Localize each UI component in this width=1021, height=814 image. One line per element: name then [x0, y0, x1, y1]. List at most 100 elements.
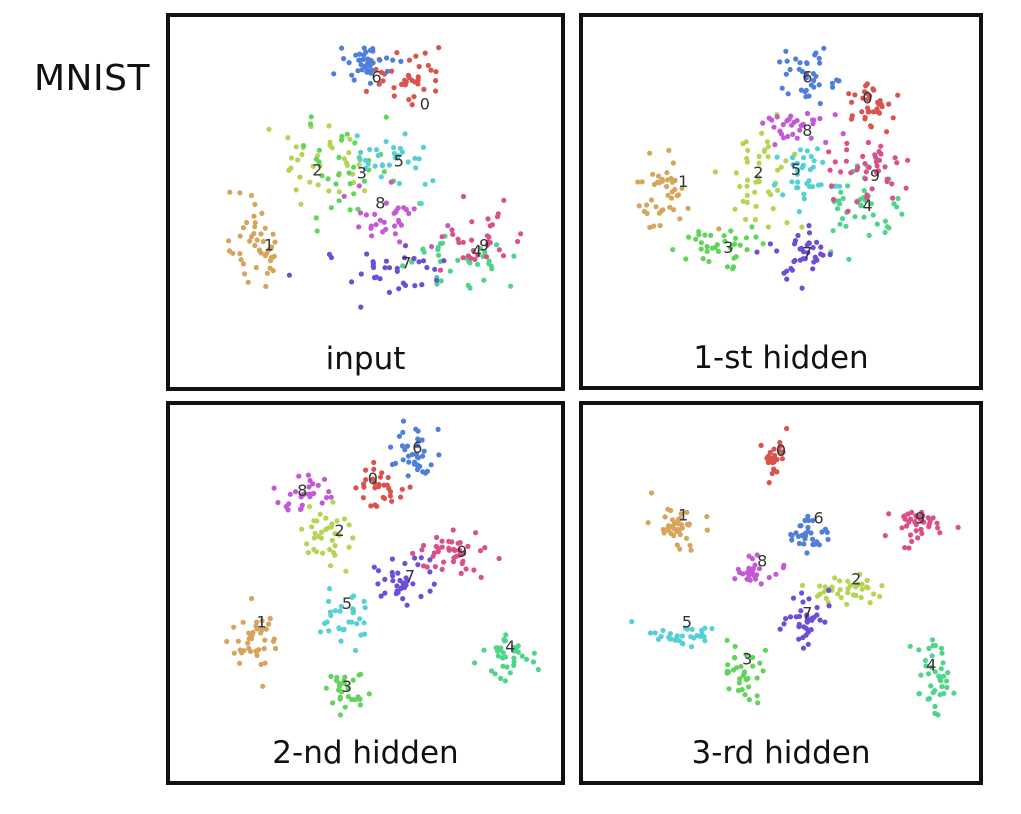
scatter-point-digit-9 [496, 247, 502, 253]
cluster-label-8: 8 [802, 121, 812, 140]
scatter-point-digit-4 [945, 670, 951, 676]
scatter-point-digit-4 [840, 195, 846, 202]
scatter-point-digit-7 [402, 255, 408, 261]
scatter-point-digit-9 [894, 160, 900, 166]
scatter-point-digit-7 [784, 276, 790, 282]
scatter-point-digit-7 [818, 244, 824, 250]
scatter-point-digit-9 [905, 157, 911, 163]
scatter-point-digit-2 [799, 224, 805, 230]
scatter-point-digit-8 [773, 571, 779, 577]
scatter-point-digit-1 [262, 253, 268, 259]
scatter-point-digit-4 [932, 688, 938, 694]
scatter-point-digit-1 [665, 192, 671, 198]
scatter-point-digit-3 [715, 248, 722, 254]
scatter-point-digit-5 [702, 638, 708, 644]
scatter-point-digit-2 [740, 198, 746, 204]
scatter-point-digit-6 [814, 539, 820, 545]
scatter-point-digit-3 [743, 652, 749, 658]
scatter-point-digit-3 [333, 181, 339, 187]
scatter-point-digit-8 [774, 114, 780, 120]
cluster-label-6: 6 [814, 509, 824, 528]
scatter-point-digit-6 [811, 84, 817, 90]
cluster-label-0: 0 [368, 469, 378, 488]
scatter-point-digit-3 [308, 114, 314, 120]
scatter-point-digit-8 [746, 565, 752, 571]
scatter-point-digit-8 [840, 131, 846, 137]
scatter-point-digit-9 [432, 564, 438, 570]
scatter-point-digit-1 [237, 233, 243, 239]
scatter-point-digit-0 [860, 95, 866, 101]
scatter-point-digit-7 [784, 268, 790, 274]
scatter-point-digit-3 [730, 266, 736, 272]
scatter-point-digit-8 [287, 491, 293, 497]
scatter-point-digit-0 [779, 456, 785, 462]
scatter-point-digit-2 [845, 590, 851, 596]
scatter-point-digit-9 [843, 158, 849, 164]
scatter-point-digit-1 [678, 522, 684, 528]
scatter-point-digit-8 [808, 135, 814, 141]
scatter-point-digit-8 [781, 135, 787, 141]
scatter-point-digit-3 [323, 685, 329, 691]
cluster-label-4: 4 [505, 637, 515, 656]
scatter-point-digit-5 [820, 159, 826, 165]
scatter-point-digit-5 [362, 605, 368, 611]
scatter-point-digit-6 [821, 45, 827, 51]
scatter-point-digit-7 [370, 259, 376, 265]
scatter-point-digit-0 [363, 88, 369, 94]
scatter-point-digit-0 [387, 493, 393, 499]
scatter-point-digit-8 [298, 506, 304, 512]
scatter-point-digit-7 [806, 223, 812, 229]
scatter-point-digit-5 [391, 145, 397, 151]
scatter-point-digit-0 [361, 481, 367, 487]
scatter-point-digit-6 [356, 57, 362, 63]
panel-1st-hidden: 0 1 2 3 4 5 6 7 8 9 1-st hidden [579, 13, 983, 390]
scatter-point-digit-0 [377, 474, 384, 480]
scatter-point-digit-3 [742, 692, 748, 698]
scatter-point-digit-9 [909, 538, 915, 544]
scatter-point-digit-9 [461, 550, 467, 556]
scatter-point-digit-2 [285, 135, 291, 141]
scatter-point-digit-9 [439, 234, 445, 240]
scatter-point-digit-9 [421, 542, 427, 549]
scatter-point-digit-2 [845, 578, 851, 584]
scatter-point-digit-1 [256, 647, 262, 653]
scatter-point-digit-8 [369, 233, 375, 239]
scatter-point-digit-1 [670, 160, 676, 166]
scatter-point-digit-1 [674, 542, 680, 548]
scatter-point-digit-7 [808, 627, 814, 633]
scatter-point-digit-7 [420, 258, 427, 264]
scatter-point-digit-7 [810, 266, 816, 272]
scatter-point-digit-6 [805, 513, 811, 519]
scatter-point-digit-3 [726, 686, 732, 692]
scatter-point-digit-7 [804, 612, 810, 618]
scatter-point-digit-7 [796, 624, 802, 630]
panel-label-2nd-hidden: 2-nd hidden [272, 735, 459, 771]
scatter-point-digit-0 [425, 62, 431, 69]
scatter-point-digit-8 [798, 123, 804, 129]
scatter-point-digit-3 [344, 131, 350, 137]
scatter-point-digit-4 [839, 216, 846, 222]
scatter-point-digit-7 [394, 588, 400, 594]
scatter-point-digit-9 [439, 566, 445, 572]
scatter-point-digit-0 [890, 115, 896, 121]
scatter-point-digit-0 [871, 87, 877, 93]
scatter-point-digit-1 [251, 213, 257, 219]
scatter-point-digit-7 [358, 271, 364, 277]
scatter-point-digit-8 [790, 131, 796, 137]
scatter-point-digit-6 [805, 524, 811, 531]
scatter-point-digit-6 [369, 67, 375, 73]
scatter-point-digit-2 [295, 157, 301, 163]
scatter-point-digit-2 [829, 584, 835, 590]
scatter-point-digit-2 [314, 518, 320, 524]
scatter-point-digit-8 [392, 223, 398, 229]
scatter-point-digit-8 [328, 494, 334, 500]
scatter-point-digit-9 [955, 524, 961, 530]
scatter-point-digit-9 [866, 164, 872, 170]
scatter-point-digit-7 [382, 265, 388, 271]
scatter-point-digit-4 [474, 261, 481, 267]
scatter-point-digit-9 [826, 149, 832, 155]
scatter-point-digit-7 [796, 613, 803, 619]
scatter-point-digit-1 [257, 248, 263, 254]
scatter-point-digit-8 [373, 222, 379, 228]
scatter-point-digit-1 [254, 237, 260, 243]
